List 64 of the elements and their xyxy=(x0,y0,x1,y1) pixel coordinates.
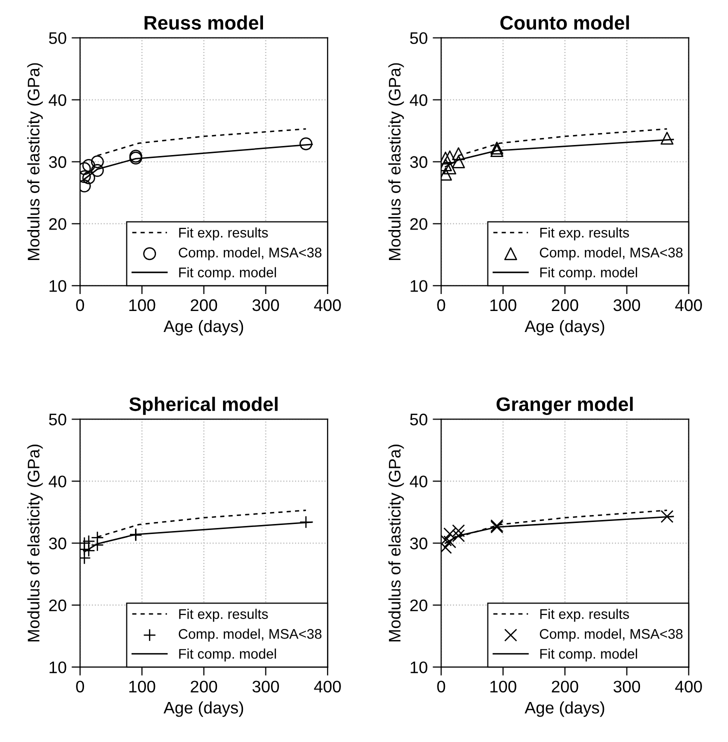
chart-title: Reuss model xyxy=(144,15,263,30)
legend-label: Fit comp. model xyxy=(179,648,276,662)
legend-label: Comp. model, MSA<38 xyxy=(178,628,322,642)
x-tick-label: 100 xyxy=(490,680,516,692)
x-axis-title: Age (days) xyxy=(164,320,244,336)
y-tick-label: 10 xyxy=(50,280,66,292)
x-tick-label: 400 xyxy=(314,680,341,692)
chart-title: Spherical model xyxy=(129,396,278,415)
chart-title: Granger model xyxy=(496,396,633,416)
x-tick-label: 300 xyxy=(252,299,279,312)
legend-label: Fit exp. results xyxy=(540,608,629,622)
y-tick-label: 10 xyxy=(410,280,428,292)
legend-label: Fit comp. model xyxy=(540,648,638,662)
legend-label: Fit exp. results xyxy=(179,608,268,622)
y-tick-label: 50 xyxy=(49,414,66,426)
x-tick-label: 400 xyxy=(675,299,702,312)
x-tick-label: 200 xyxy=(552,680,578,692)
y-axis-title: Modulus of elasticity (GPa) xyxy=(388,63,404,260)
y-tick-label: 40 xyxy=(48,94,66,106)
y-tick-label: 50 xyxy=(410,414,428,426)
x-tick-label: 300 xyxy=(614,680,640,692)
legend-label: Comp. model, MSA<38 xyxy=(178,247,322,260)
y-tick-label: 20 xyxy=(410,218,428,230)
y-tick-label: 10 xyxy=(50,661,66,674)
y-tick-label: 30 xyxy=(48,538,66,550)
y-tick-label: 20 xyxy=(49,600,66,612)
x-tick-label: 0 xyxy=(437,680,446,692)
x-tick-label: 0 xyxy=(76,680,84,692)
x-tick-label: 0 xyxy=(76,299,84,312)
y-tick-label: 10 xyxy=(410,661,428,674)
y-tick-label: 40 xyxy=(410,94,428,106)
x-tick-label: 300 xyxy=(614,299,640,312)
legend-label: Fit comp. model xyxy=(540,267,638,280)
y-tick-label: 50 xyxy=(410,32,428,44)
x-axis-title: Age (days) xyxy=(524,320,604,336)
y-tick-label: 40 xyxy=(410,476,428,488)
x-axis-title: Age (days) xyxy=(164,701,244,717)
x-tick-label: 300 xyxy=(252,680,279,692)
y-tick-label: 50 xyxy=(49,32,66,44)
x-tick-label: 400 xyxy=(675,680,702,692)
x-tick-label: 100 xyxy=(490,299,516,312)
chart-title: Counto model xyxy=(500,15,629,30)
y-tick-label: 40 xyxy=(48,476,66,488)
y-axis-title: Modulus of elasticity (GPa) xyxy=(27,444,43,642)
legend-label: Comp. model, MSA<38 xyxy=(540,628,683,642)
y-tick-label: 30 xyxy=(410,156,428,168)
legend-label: Fit comp. model xyxy=(179,267,276,280)
x-axis-title: Age (days) xyxy=(524,701,604,717)
x-tick-label: 100 xyxy=(129,299,156,312)
x-tick-label: 100 xyxy=(129,680,156,692)
legend-label: Fit exp. results xyxy=(179,227,268,240)
y-tick-label: 30 xyxy=(48,156,66,168)
x-tick-label: 400 xyxy=(314,299,341,312)
x-tick-label: 200 xyxy=(190,680,218,692)
x-tick-label: 200 xyxy=(552,299,578,312)
legend-label: Comp. model, MSA<38 xyxy=(540,247,683,260)
x-tick-label: 200 xyxy=(190,299,218,312)
y-axis-title: Modulus of elasticity (GPa) xyxy=(388,444,404,642)
legend-label: Fit exp. results xyxy=(540,227,629,240)
y-axis-title: Modulus of elasticity (GPa) xyxy=(27,63,43,260)
x-tick-label: 0 xyxy=(437,299,446,312)
y-tick-label: 20 xyxy=(49,218,66,230)
y-tick-label: 30 xyxy=(410,538,428,550)
y-tick-label: 20 xyxy=(410,600,428,612)
